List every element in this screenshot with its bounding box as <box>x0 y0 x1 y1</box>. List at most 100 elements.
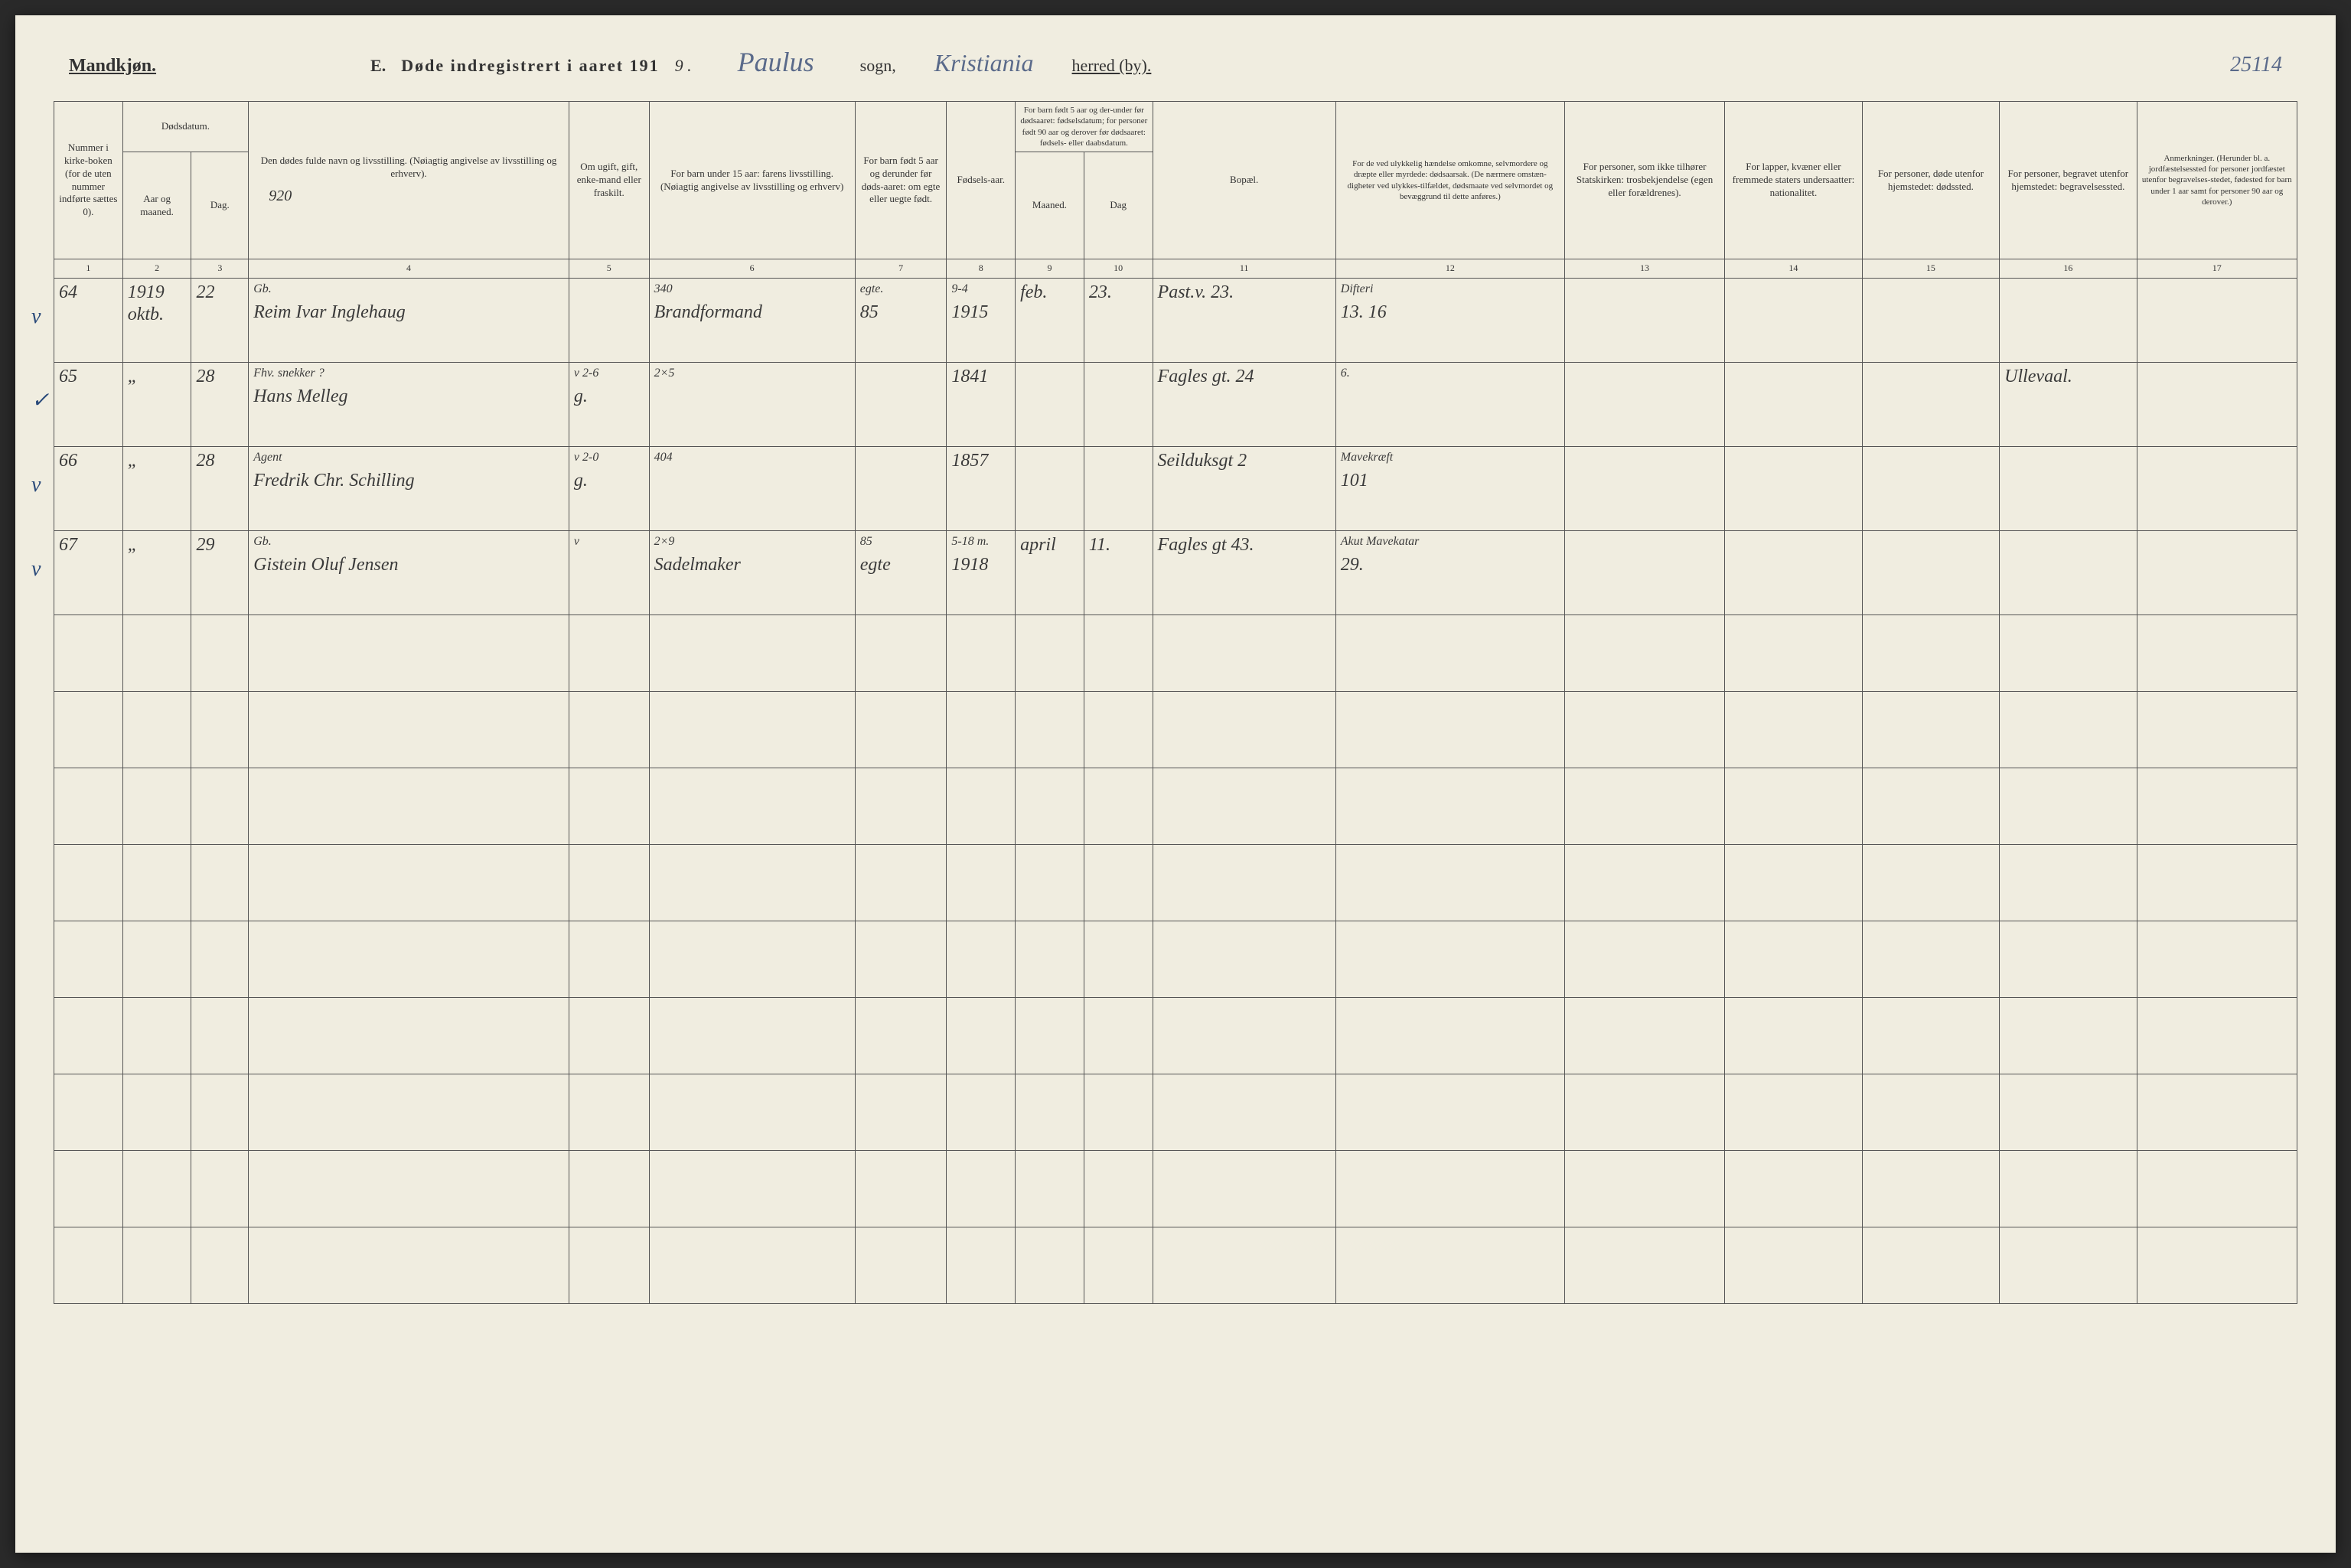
cell-empty <box>569 844 649 921</box>
cell-empty <box>1335 614 1564 691</box>
page-header: Mandkjøn. E. Døde indregistrert i aaret … <box>54 46 2297 78</box>
table-row-empty <box>54 1150 2297 1227</box>
col-num: 7 <box>855 259 947 279</box>
cell <box>1862 278 1999 362</box>
cell: 67v <box>54 530 123 614</box>
table-row: 66v„28AgentFredrik Chr. Schillingv 2-0g.… <box>54 446 2297 530</box>
margin-checkmark: v <box>31 472 41 498</box>
cell-empty <box>2000 997 2137 1074</box>
cell-empty <box>1725 768 1862 844</box>
cell-empty <box>1016 844 1084 921</box>
cell-empty <box>855 768 947 844</box>
col-num: 6 <box>649 259 855 279</box>
cell-empty <box>1153 921 1335 997</box>
table-row-empty <box>54 1227 2297 1303</box>
cell: Gb.Gistein Oluf Jensen <box>249 530 569 614</box>
col-header: For personer, døde utenfor hjemstedet: d… <box>1862 102 1999 259</box>
cell-empty <box>569 614 649 691</box>
cell <box>1084 446 1153 530</box>
cell-empty <box>191 1074 249 1150</box>
margin-checkmark: ✓ <box>31 388 49 414</box>
cell <box>855 446 947 530</box>
col-label: Den dødes fulde navn og livsstilling. (N… <box>261 155 557 179</box>
cell-value: 1915 <box>951 302 1010 324</box>
cell-empty <box>649 1227 855 1303</box>
col-header: For de ved ulykkelig hændelse omkomne, s… <box>1335 102 1564 259</box>
cell: egte.85 <box>855 278 947 362</box>
col-header: For barn under 15 aar: farens livsstilli… <box>649 102 855 259</box>
district-name: Kristiania <box>934 49 1034 77</box>
cell-empty <box>1084 997 1153 1074</box>
cell-empty <box>569 997 649 1074</box>
table-row: 65✓„28Fhv. snekker ?Hans Mellegv 2-6g.2×… <box>54 362 2297 446</box>
cell-empty <box>2137 614 2297 691</box>
parish-label: sogn, <box>860 56 896 76</box>
cell: 340Brandformand <box>649 278 855 362</box>
cell: Difteri13. 16 <box>1335 278 1564 362</box>
col-header: For personer, som ikke tilhører Statskir… <box>1564 102 1724 259</box>
cell-value: Seilduksgt 2 <box>1158 450 1331 472</box>
cell-empty <box>1335 997 1564 1074</box>
cell-empty <box>1725 921 1862 997</box>
cell-empty <box>1016 614 1084 691</box>
cell <box>1862 530 1999 614</box>
cell-empty <box>649 614 855 691</box>
cell <box>1725 278 1862 362</box>
page-number: 25114 <box>2230 53 2282 77</box>
cell-empty <box>1564 1150 1724 1227</box>
cell-empty <box>1335 1074 1564 1150</box>
cell-note: 6. <box>1341 366 1350 380</box>
cell-empty <box>947 1150 1016 1227</box>
district-label: herred (by). <box>1072 56 1152 76</box>
gender-label: Mandkjøn. <box>69 56 156 77</box>
col-num: 4 <box>249 259 569 279</box>
cell: Mavekræft101 <box>1335 446 1564 530</box>
cell-value: Sadelmaker <box>654 554 850 576</box>
cell-empty <box>947 614 1016 691</box>
cell-empty <box>191 844 249 921</box>
col-num: 1 <box>54 259 123 279</box>
cell-empty <box>1016 997 1084 1074</box>
cell-empty <box>947 1227 1016 1303</box>
cell-empty <box>249 691 569 768</box>
cell-empty <box>855 844 947 921</box>
cell-empty <box>2000 1150 2137 1227</box>
cell-note: Gb. <box>253 282 272 296</box>
cell: april <box>1016 530 1084 614</box>
cell <box>569 278 649 362</box>
cell: Seilduksgt 2 <box>1153 446 1335 530</box>
cell: 2×9Sadelmaker <box>649 530 855 614</box>
cell-empty <box>191 691 249 768</box>
col-num: 13 <box>1564 259 1724 279</box>
cell <box>2137 362 2297 446</box>
cell: 29 <box>191 530 249 614</box>
cell-empty <box>1564 844 1724 921</box>
cell-empty <box>249 844 569 921</box>
col-num: 9 <box>1016 259 1084 279</box>
cell-empty <box>249 1227 569 1303</box>
cell-empty <box>54 921 123 997</box>
table-row-empty <box>54 691 2297 768</box>
cell-empty <box>1016 921 1084 997</box>
cell: 6. <box>1335 362 1564 446</box>
cell-value: g. <box>574 470 644 492</box>
cell-empty <box>191 614 249 691</box>
cell: v 2-0g. <box>569 446 649 530</box>
cell-empty <box>569 921 649 997</box>
cell: 64v <box>54 278 123 362</box>
cell-empty <box>1016 768 1084 844</box>
cell-empty <box>54 1150 123 1227</box>
cell-empty <box>2000 1074 2137 1150</box>
cell-value: egte <box>860 554 942 576</box>
cell-empty <box>855 614 947 691</box>
cell-note: Akut Mavekatar <box>1341 534 1420 549</box>
cell-value: Gistein Oluf Jensen <box>253 554 564 576</box>
cell-empty <box>2000 1227 2137 1303</box>
cell: „ <box>122 362 191 446</box>
cell-empty <box>2000 768 2137 844</box>
cell-value: Fagles gt. 24 <box>1158 366 1331 388</box>
cell-value: 64 <box>59 282 118 304</box>
col-num: 15 <box>1862 259 1999 279</box>
table-body: 64v1919 oktb.22Gb.Reim Ivar Inglehaug340… <box>54 278 2297 1303</box>
cell <box>2137 530 2297 614</box>
